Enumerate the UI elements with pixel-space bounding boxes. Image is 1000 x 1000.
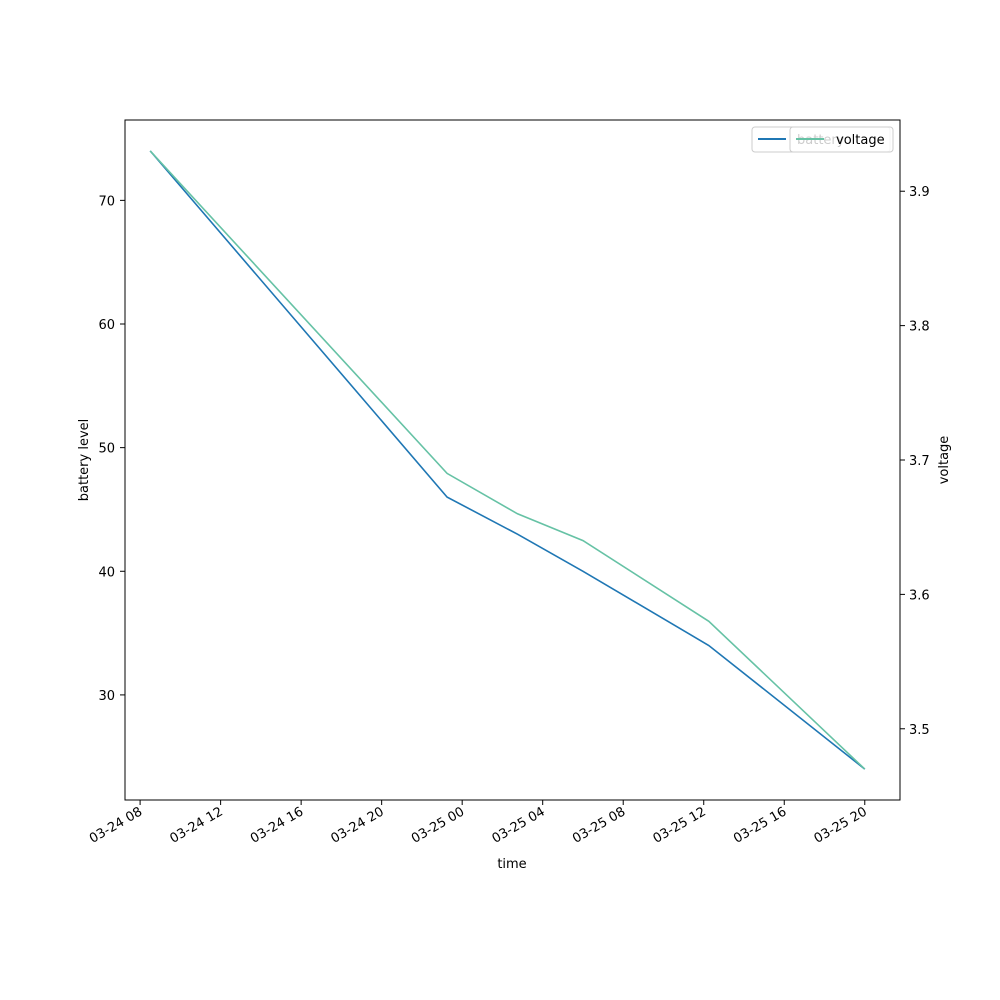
y-left-tick-label: 50	[98, 442, 115, 457]
y-left-tick-label: 70	[98, 194, 115, 209]
x-tick-label: 03-24 08	[87, 804, 145, 846]
x-tick-label: 03-25 00	[409, 804, 467, 846]
y-right-tick-label: 3.7	[909, 454, 930, 469]
x-tick-label: 03-25 04	[490, 804, 548, 846]
x-tick-label: 03-24 16	[248, 804, 306, 846]
x-tick-label: 03-24 12	[167, 804, 225, 846]
plot-frame	[124, 119, 901, 801]
x-tick-label: 03-25 08	[570, 804, 628, 846]
y-right-tick-label: 3.5	[909, 723, 930, 738]
x-tick-label: 03-24 20	[329, 804, 387, 846]
y-left-tick-label: 40	[98, 565, 115, 580]
x-tick-label: 03-25 12	[651, 804, 709, 846]
y-right-tick-label: 3.6	[909, 588, 930, 603]
legend-voltage: voltage	[789, 126, 894, 153]
series-line-battery	[149, 150, 866, 770]
y-right-tick-label: 3.8	[909, 320, 930, 335]
y-right-tick-label: 3.9	[909, 185, 930, 200]
y-right-axis-label: voltage	[937, 436, 952, 485]
y-left-tick-label: 30	[98, 689, 115, 704]
y-left-axis-label: battery level	[77, 419, 92, 502]
x-tick-label: 03-25 20	[812, 804, 870, 846]
series-line-voltage	[149, 150, 866, 770]
y-left-tick-label: 60	[98, 318, 115, 333]
x-tick-label: 03-25 16	[731, 804, 789, 846]
x-axis-label: time	[497, 857, 526, 872]
legend-voltage-label: voltage	[836, 133, 885, 148]
